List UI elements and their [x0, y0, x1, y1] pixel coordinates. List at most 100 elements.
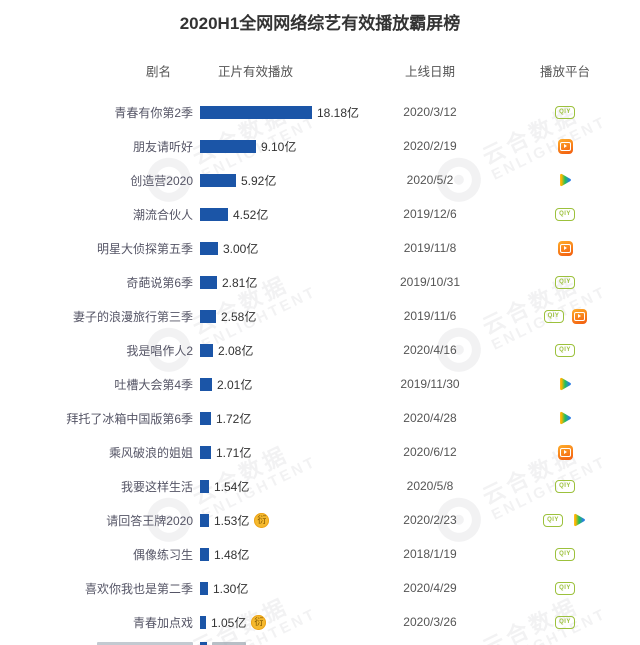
clipped-value: [212, 642, 246, 645]
bar-cell: 1.54亿: [193, 478, 370, 495]
bar-cell: 4.52亿: [193, 206, 370, 223]
mgtv-icon: [557, 240, 573, 256]
table-row: 我要这样生活 1.54亿 2020/5/8 QIY: [0, 469, 640, 503]
show-name: 创造营2020: [130, 173, 193, 188]
bar: [200, 173, 236, 187]
bar: [200, 445, 211, 459]
iqiyi-icon: QIY: [555, 479, 575, 493]
show-name: 青春有你第2季: [114, 105, 193, 120]
table-row: 吐槽大会第4季 2.01亿 2019/11/30: [0, 367, 640, 401]
show-name: 我是唱作人2: [126, 343, 193, 358]
show-name: 乘风破浪的姐姐: [108, 445, 193, 460]
launch-date: 2020/5/2: [406, 173, 454, 187]
bar-value: 1.05亿: [211, 615, 247, 630]
mgtv-icon: [571, 308, 587, 324]
bar-value: 4.52亿: [233, 207, 269, 222]
table-row: 乘风破浪的姐姐 1.71亿 2020/6/12: [0, 435, 640, 469]
bar: [200, 411, 211, 425]
platform-cell: QIY: [490, 207, 640, 221]
table-row: 我是唱作人2 2.08亿 2020/4/16 QIY: [0, 333, 640, 367]
bar-value: 1.48亿: [214, 547, 250, 562]
platform-cell: [490, 410, 640, 426]
clipped-row: [0, 639, 640, 645]
show-name: 请回答王牌2020: [106, 513, 193, 528]
platform-cell: QIY: [490, 581, 640, 595]
bar: [200, 309, 216, 323]
clipped-name: [97, 642, 193, 645]
show-name: 我要这样生活: [120, 479, 193, 494]
bar-cell: 2.81亿: [193, 274, 370, 291]
bar-cell: 1.48亿: [193, 546, 370, 563]
show-name: 吐槽大会第4季: [114, 377, 193, 392]
platform-cell: [490, 376, 640, 392]
mgtv-icon: [557, 138, 573, 154]
bar-value: 2.08亿: [218, 343, 254, 358]
platform-cell: [490, 138, 640, 154]
launch-date: 2020/6/12: [403, 445, 457, 459]
bar-value: 1.53亿: [214, 513, 250, 528]
show-name: 偶像练习生: [132, 547, 193, 562]
platform-cell: QIY: [490, 615, 640, 629]
bar: [200, 139, 256, 153]
platform-cell: QIY: [490, 275, 640, 289]
bar-value: 18.18亿: [317, 105, 360, 120]
launch-date: 2019/12/6: [403, 207, 457, 221]
bar-cell: 1.71亿: [193, 444, 370, 461]
launch-date: 2020/3/26: [403, 615, 457, 629]
show-name: 拜托了冰箱中国版第6季: [66, 411, 193, 426]
iqiyi-icon: QIY: [555, 581, 575, 595]
launch-date: 2019/11/6: [403, 309, 457, 323]
show-name: 明星大侦探第五季: [96, 241, 193, 256]
derivative-badge: 衍: [251, 614, 267, 630]
launch-date: 2020/2/23: [403, 513, 457, 527]
bar-cell: 2.58亿: [193, 308, 370, 325]
bar-cell: 1.72亿: [193, 410, 370, 427]
show-name: 妻子的浪漫旅行第三季: [72, 309, 193, 324]
iqiyi-icon: QIY: [543, 513, 563, 527]
clipped-bar: [200, 642, 207, 645]
iqiyi-icon: QIY: [555, 343, 575, 357]
bar: [200, 275, 217, 289]
bar: [200, 581, 208, 595]
launch-date: 2020/4/16: [403, 343, 457, 357]
show-name: 青春加点戏: [132, 615, 193, 630]
tencent-video-icon: [571, 512, 587, 528]
tencent-video-icon: [557, 410, 573, 426]
column-headers: 剧名 正片有效播放 上线日期 播放平台: [0, 61, 640, 80]
bar-cell: 5.92亿: [193, 172, 370, 189]
show-name: 潮流合伙人: [132, 207, 193, 222]
platform-cell: QIY: [490, 547, 640, 561]
platform-cell: QIY: [490, 343, 640, 357]
iqiyi-icon: QIY: [543, 309, 564, 323]
bar: [200, 479, 209, 493]
bar-value: 2.58亿: [221, 309, 257, 324]
platform-cell: [490, 172, 640, 188]
show-name: 喜欢你我也是第二季: [84, 581, 193, 596]
iqiyi-icon: QIY: [555, 615, 575, 629]
bar-cell: 1.30亿: [193, 580, 370, 597]
bar: [200, 241, 218, 255]
launch-date: 2019/10/31: [399, 275, 461, 289]
launch-date: 2018/1/19: [403, 547, 457, 561]
bar-cell: 3.00亿: [193, 240, 370, 257]
platform-cell: QIY: [490, 512, 640, 528]
mgtv-icon: [557, 444, 573, 460]
launch-date: 2019/11/30: [400, 377, 460, 391]
bar-value: 5.92亿: [241, 173, 277, 188]
table-row: 妻子的浪漫旅行第三季 2.58亿 2019/11/6 QIY: [0, 299, 640, 333]
table-row: 潮流合伙人 4.52亿 2019/12/6 QIY: [0, 197, 640, 231]
table-row: 请回答王牌2020 1.53亿 衍 2020/2/23 QIY: [0, 503, 640, 537]
bar: [200, 105, 312, 119]
page-title: 2020H1全网网络综艺有效播放霸屏榜: [179, 14, 461, 33]
platform-cell: QIY: [490, 105, 640, 119]
platform-cell: [490, 444, 640, 460]
table-row: 创造营2020 5.92亿 2020/5/2: [0, 163, 640, 197]
platform-cell: QIY: [490, 479, 640, 493]
iqiyi-icon: QIY: [555, 207, 575, 221]
bar: [200, 377, 212, 391]
column-header-date: 上线日期: [404, 65, 455, 79]
bar-cell: 1.53亿 衍: [193, 512, 370, 529]
bar: [200, 547, 209, 561]
platform-cell: [490, 240, 640, 256]
